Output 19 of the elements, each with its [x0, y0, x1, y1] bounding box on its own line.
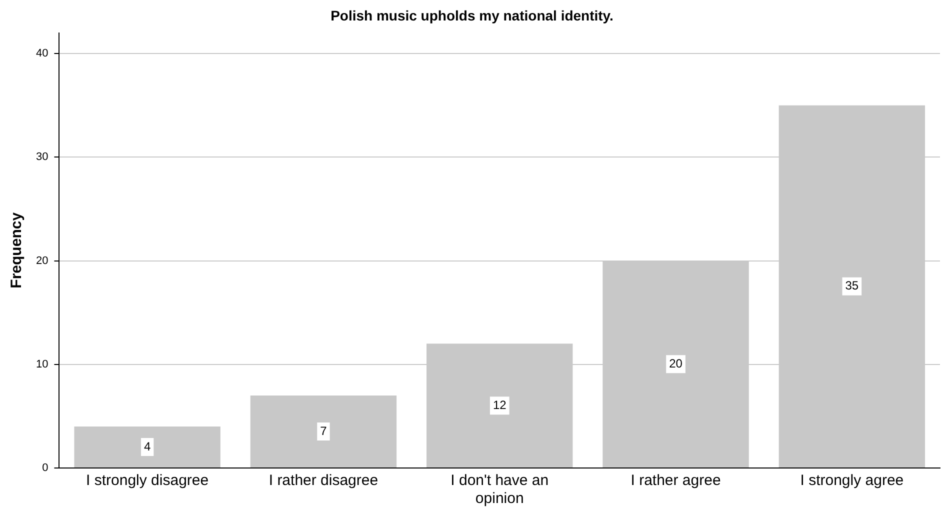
data-label: 12 [492, 398, 507, 412]
x-tick-label: I strongly disagree [86, 472, 209, 490]
data-label: 4 [144, 439, 151, 454]
y-tick-label: 30 [36, 151, 48, 164]
data-label: 7 [320, 424, 328, 438]
x-tick-label: I rather agree [630, 472, 721, 490]
data-label: 20 [669, 356, 683, 370]
bar [250, 395, 397, 468]
x-tick-label: I rather disagree [268, 472, 378, 490]
y-tick-label: 20 [36, 254, 48, 267]
data-label: 35 [845, 278, 859, 293]
x-tick-label: I don't have an opinion [450, 472, 549, 508]
chart-title: Polish music upholds my national identity. [330, 7, 614, 24]
x-tick-label: I strongly agree [800, 472, 904, 490]
bar [74, 426, 220, 468]
y-tick-label: 40 [36, 48, 48, 60]
y-tick-label: 10 [36, 358, 48, 370]
y-tick-label: 0 [42, 462, 48, 474]
y-axis-title: Frequency [8, 212, 26, 288]
